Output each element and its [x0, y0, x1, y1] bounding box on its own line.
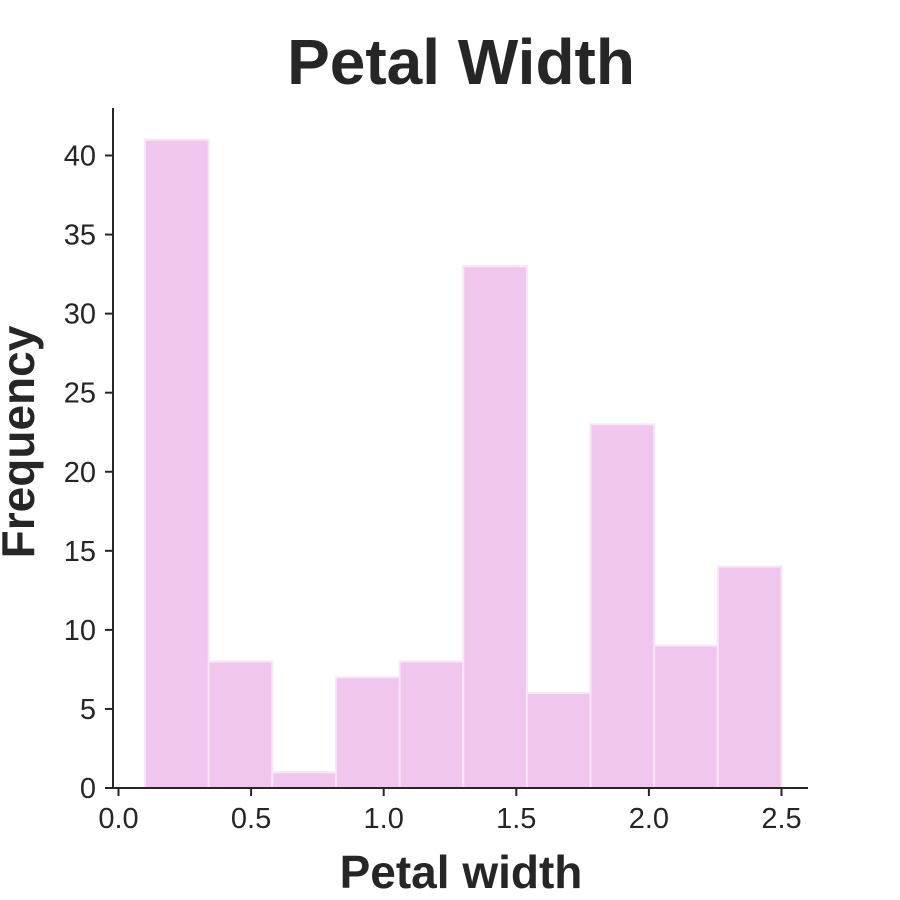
x-axis-ticks: 0.0 0.5 1.0 1.5 2.0 2.5 — [98, 788, 802, 835]
histogram-bar — [525, 692, 592, 789]
y-tick-label: 35 — [64, 220, 96, 252]
histogram-bar — [398, 660, 465, 789]
y-tick-label: 25 — [64, 378, 96, 410]
x-axis-label: Petal width — [340, 846, 583, 898]
histogram-bar — [271, 771, 337, 789]
y-tick-label: 10 — [64, 615, 96, 647]
y-tick-label: 40 — [64, 141, 96, 173]
y-tick-label: 20 — [64, 457, 96, 489]
y-tick-label: 30 — [64, 299, 96, 331]
histogram-bar — [653, 644, 719, 789]
x-tick-label: 2.0 — [629, 803, 669, 835]
histogram-bar — [334, 676, 401, 789]
y-tick-label: 15 — [64, 536, 96, 568]
histogram-bar — [716, 565, 783, 789]
x-tick-label: 0.5 — [231, 803, 271, 835]
x-tick-label: 2.5 — [761, 803, 801, 835]
histogram-bar — [144, 138, 210, 789]
x-tick-label: 0.0 — [98, 803, 138, 835]
y-tick-label: 0 — [80, 773, 96, 805]
y-axis-label: Frequency — [0, 325, 44, 558]
y-axis-ticks: 0 5 10 15 20 25 30 35 40 — [64, 141, 113, 805]
histogram-bar — [207, 660, 274, 789]
y-tick-label: 5 — [80, 694, 96, 726]
bars-group — [144, 138, 783, 789]
histogram-bar — [589, 423, 656, 789]
x-tick-label: 1.0 — [364, 803, 404, 835]
histogram-bar — [462, 265, 528, 789]
chart-title: Petal Width — [287, 26, 635, 98]
x-tick-label: 1.5 — [496, 803, 536, 835]
